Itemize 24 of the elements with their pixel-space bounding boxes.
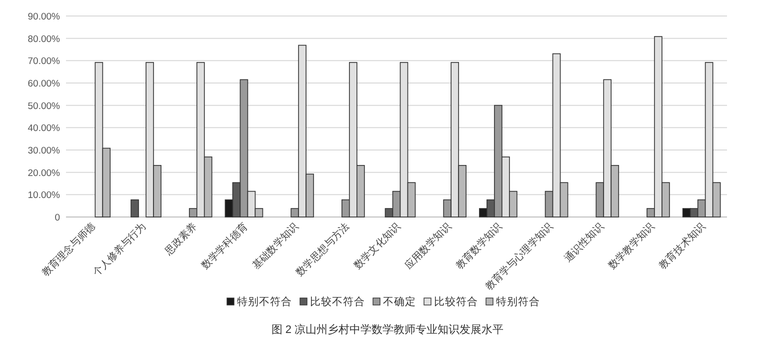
y-tick-label: 50.00% xyxy=(28,100,61,112)
y-tick-label: 70.00% xyxy=(28,56,61,68)
x-tick-label: 通识性知识 xyxy=(562,220,606,264)
legend-label: 不确定 xyxy=(383,295,416,308)
x-tick-label: 数学文化知识 xyxy=(352,220,403,272)
y-tick-label: 90.00% xyxy=(28,12,61,22)
legend-label: 比较不符合 xyxy=(310,295,365,308)
y-tick-label: 20.00% xyxy=(28,168,61,179)
x-tick-label: 教育技术知识 xyxy=(656,220,708,272)
legend-label: 特别符合 xyxy=(496,295,540,308)
text: 图 2 凉山州乡村中学数学教师专业知识发展水平 xyxy=(271,323,504,336)
bar xyxy=(130,199,139,218)
x-tick-label: 思政素养 xyxy=(162,220,200,258)
legend-label: 比较符合 xyxy=(434,295,478,308)
legend-label: 特别不符合 xyxy=(237,295,292,308)
y-tick-label: 60.00% xyxy=(28,78,61,90)
x-tick-label: 数学教学知识 xyxy=(606,220,657,272)
y-tick-label: 10.00% xyxy=(28,190,61,202)
y-tick-label: 40.00% xyxy=(28,123,61,134)
y-tick-label: 0 xyxy=(54,212,60,224)
x-tick-label: 数学学科德育 xyxy=(199,220,250,272)
x-tick-label: 应用数学知识 xyxy=(402,220,454,272)
y-tick-label: 80.00% xyxy=(28,34,61,45)
y-tick-label: 30.00% xyxy=(28,146,61,156)
